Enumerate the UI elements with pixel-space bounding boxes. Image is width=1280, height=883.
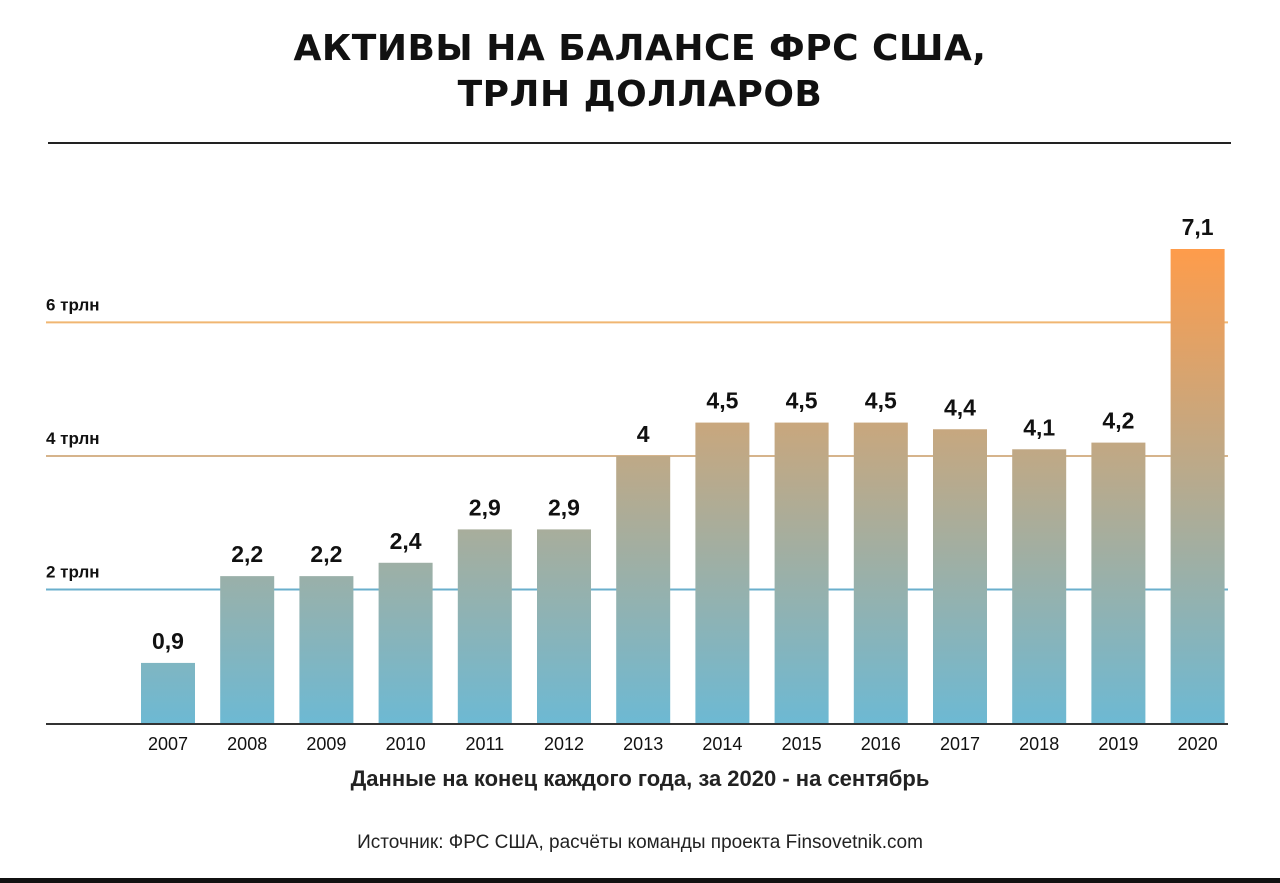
category-label-2010: 2010 [386,734,426,754]
bar-2012 [537,529,591,723]
value-label-2016: 4,5 [865,388,897,414]
bar-2008 [220,576,275,723]
category-labels: 2007 2008 2009 2010 2011 2012 2013 2014 2015 2016… [148,734,1218,754]
bar-2007 [141,662,195,723]
value-label-2009: 2,2 [310,541,342,567]
bar-2011 [457,529,512,723]
value-label-2011: 2,9 [469,494,501,520]
value-label-2017: 4,4 [944,394,976,420]
value-label-2014: 4,5 [706,388,738,414]
gridline-label-2: 2 трлн [46,562,100,581]
category-label-2017: 2017 [940,734,980,754]
value-label-2010: 2,4 [390,528,422,554]
value-label-2007: 0,9 [152,628,184,654]
value-label-2018: 4,1 [1023,414,1055,440]
bar-2014 [695,422,750,723]
bar-2016 [853,422,908,723]
category-label-2009: 2009 [306,734,346,754]
value-label-2012: 2,9 [548,494,580,520]
category-label-2018: 2018 [1019,734,1059,754]
gridline-label-6: 6 трлн [46,295,100,314]
category-label-2008: 2008 [227,734,267,754]
category-label-2015: 2015 [782,734,822,754]
gridline-label-4: 4 трлн [46,429,100,448]
data-note: Данные на конец каждого года, за 2020 - … [350,766,930,791]
bars [141,249,1225,723]
value-label-2019: 4,2 [1102,408,1134,434]
category-label-2007: 2007 [148,734,188,754]
bar-2017 [933,429,987,723]
category-label-2016: 2016 [861,734,901,754]
category-label-2012: 2012 [544,734,584,754]
bottom-border [0,878,1280,883]
value-label-2013: 4 [637,421,650,447]
chart-title-line-1: АКТИВЫ НА БАЛАНСЕ ФРС США, [293,28,987,69]
source-note: Источник: ФРС США, расчёты команды проек… [357,832,923,853]
bar-2015 [774,422,829,723]
category-label-2014: 2014 [702,734,742,754]
value-label-2015: 4,5 [786,388,818,414]
bar-2018 [1012,449,1067,723]
category-label-2011: 2011 [465,734,504,754]
category-label-2019: 2019 [1098,734,1138,754]
value-labels: 0,9 2,2 2,2 2,4 2,9 2,9 4 4,5 4,5 4,5 4,4 4,1 4,2 7,1 [152,214,1214,654]
category-label-2020: 2020 [1178,734,1218,754]
title-divider [48,142,1231,144]
bar-2019 [1091,442,1146,723]
chart-title-line-2: ТРЛН ДОЛЛАРОВ [457,74,823,115]
chart-title: АКТИВЫ НА БАЛАНСЕ ФРС США, ТРЛН ДОЛЛАРОВ [0,26,1280,118]
bar-2020 [1170,249,1225,723]
bar-2013 [616,455,671,723]
bar-2010 [378,562,433,723]
value-label-2020: 7,1 [1182,214,1214,240]
bar-chart: 2 трлн 4 трлн 6 трлн 0,9 2,2 2,2 2,4 2,9 2,9 4 4,… [46,214,1228,754]
value-label-2008: 2,2 [231,541,263,567]
category-label-2013: 2013 [623,734,663,754]
bar-2009 [299,576,354,723]
